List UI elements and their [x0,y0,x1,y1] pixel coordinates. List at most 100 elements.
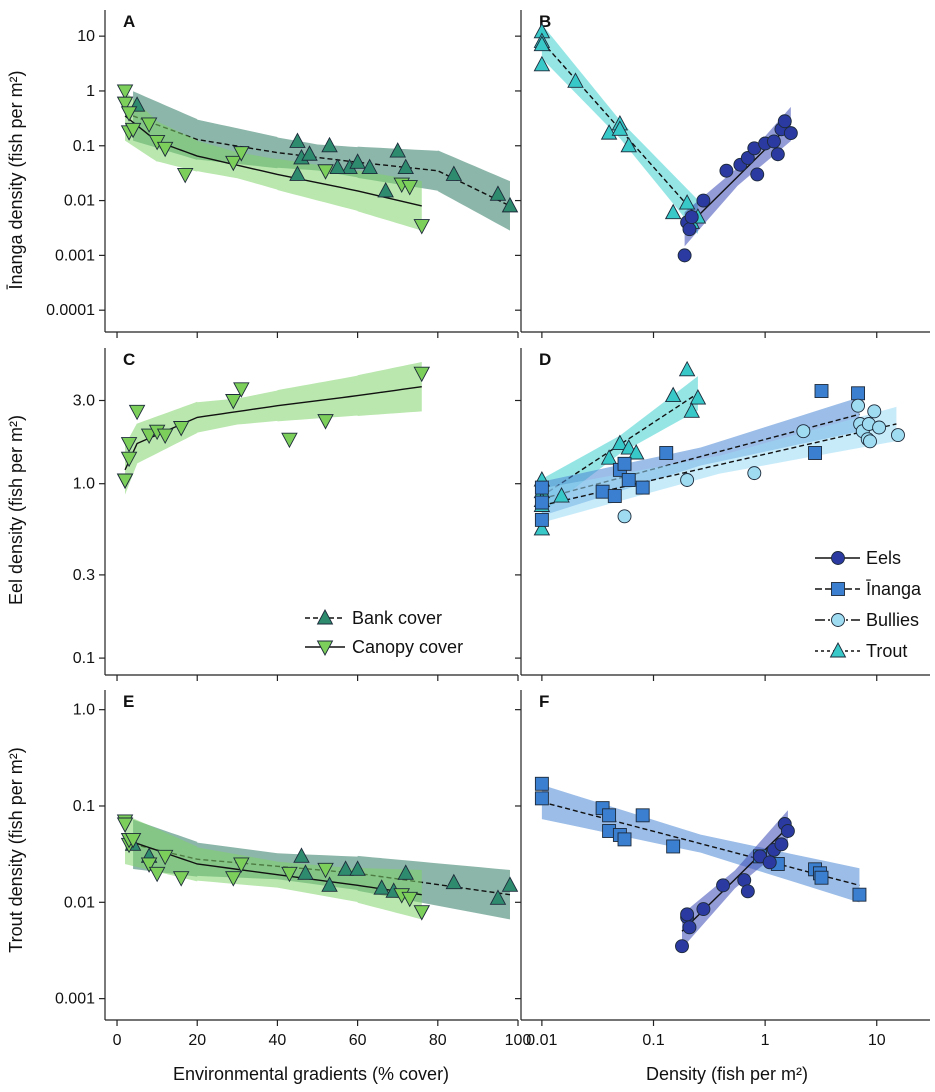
legend-label: Bank cover [352,608,442,628]
fit-nanga-F-fit [541,801,860,887]
point-canopycover-A [116,84,134,100]
y-tick-label-C: 0.3 [73,567,95,584]
axes-E: 1.0 0.1 0.01 0.001 0 20 40 60 80 100 E [55,690,531,1049]
point-trout-B [567,72,584,88]
legend-left: Bank cover Canopy cover [305,608,463,657]
y-label-trout: Trout density (fish per m²) [6,747,26,952]
point-eels-B [677,248,692,263]
point-eels-F [696,902,711,917]
point-nanga-D [659,446,674,460]
point-trout-B [678,194,696,210]
point-bullies-D [867,404,882,419]
point-trout-B [533,55,551,72]
point-eels-B [682,222,697,237]
point-trout-D [600,449,618,465]
panel-A [116,84,519,235]
fit-canopycover-A-band [125,91,422,231]
point-canopycover-C [281,432,298,449]
point-trout-B [620,136,637,153]
point-nanga-D [814,384,829,398]
point-nanga-D [534,495,549,510]
point-trout-D [553,487,570,503]
point-bullies-D [891,428,905,443]
point-trout-D [689,389,707,405]
legend-right: Eels Īnanga Bullies Trout [815,548,922,661]
point-bankcover-E [321,876,338,892]
point-nanga-F [666,839,681,854]
point-eels-B [719,163,734,178]
point-bullies-D [747,466,762,481]
legend-marker-eels [831,551,845,565]
point-nanga-D [534,512,549,527]
axes-C: 3.0 1.0 0.3 0.1 C [73,348,519,681]
fit-trout-B-fit [541,40,699,218]
point-bullies-D [863,434,877,449]
y-tick-label-E: 0.001 [55,991,95,1008]
point-canopycover-E [225,871,242,887]
point-bankcover-A [301,145,318,161]
point-canopycover-E [233,857,250,873]
panel-D [533,360,905,536]
point-canopycover-A [140,117,158,133]
legend-marker-canopy-cover [316,640,334,656]
x-tick-label-F: 0.01 [526,1032,557,1049]
point-trout-B [611,120,629,136]
point-canopycover-A [124,122,142,139]
point-canopycover-A [156,141,174,158]
point-bankcover-A [349,153,366,169]
point-trout-D [620,439,637,455]
y-tick-label-A: 0.001 [55,247,95,264]
point-canopycover-A [120,106,138,122]
fit-canopycover-C-band [125,361,422,495]
axes-A: 10 1 0.1 0.01 0.001 0.0001 A [46,10,519,338]
y-tick-label-C: 3.0 [73,392,95,409]
point-nanga-F [617,832,632,847]
point-canopycover-C [413,366,431,383]
point-trout-B [664,203,682,220]
panel-E [116,814,519,921]
fit-bankcover-A-band [133,91,510,231]
point-trout-D [627,444,645,460]
point-trout-D [533,520,551,536]
point-canopycover-C [156,428,174,445]
y-tick-label-C: 0.1 [73,650,95,667]
x-tick-label-F: 1 [761,1032,770,1049]
point-canopycover-C [140,428,158,445]
legend-label: Trout [866,641,907,661]
point-nanga-D [621,473,636,487]
x-tick-label-E: 100 [505,1032,532,1049]
point-nanga-D [617,456,632,471]
point-canopycover-A [413,219,431,235]
point-nanga-D [534,480,549,495]
point-canopycover-E [116,817,134,833]
point-canopycover-C [128,404,146,421]
panel-label-D: D [539,350,551,369]
legend-marker-trout [829,642,847,658]
point-nanga-F [602,808,617,823]
point-canopycover-A [225,155,242,172]
point-canopycover-A [317,164,334,180]
point-bankcover-E [297,864,314,880]
point-eels-B [740,150,755,165]
point-trout-B [533,35,551,52]
point-nanga-D [595,484,610,499]
point-canopycover-E [156,849,174,866]
point-trout-D [678,360,696,377]
legend-label: Eels [866,548,901,568]
y-label-eel: Eel density (fish per m²) [6,415,26,605]
point-eels-F [680,907,695,922]
y-tick-label-A: 0.1 [73,138,95,155]
x-tick-label-E: 40 [269,1032,287,1049]
point-canopycover-E [172,871,190,887]
y-tick-label-E: 0.1 [73,798,95,815]
y-tick-label-A: 0.01 [64,193,95,210]
panel-C [116,361,431,495]
point-canopycover-C [225,394,242,410]
point-bankcover-A [445,165,463,181]
point-bankcover-A [389,142,406,158]
point-canopycover-E [413,905,431,921]
axes-F: 0.01 0.1 1 10 F [515,690,930,1049]
point-bankcover-A [397,158,414,175]
point-nanga-F [814,870,829,885]
point-bankcover-E [489,889,507,905]
